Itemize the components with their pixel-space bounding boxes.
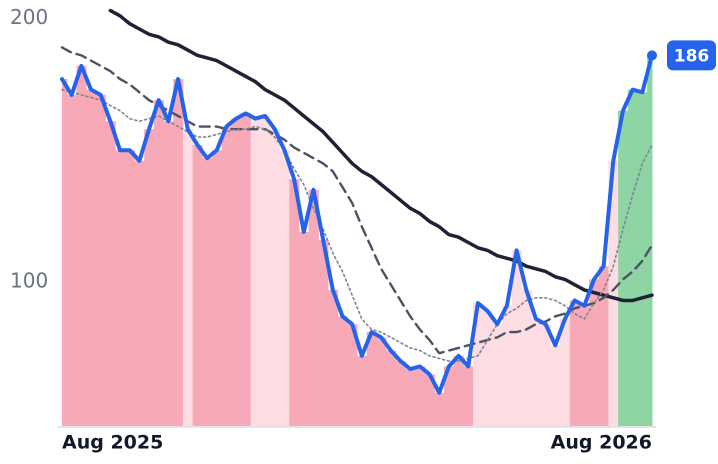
area-bar [134,160,145,428]
area-bar [405,369,416,427]
area-bar [444,366,455,427]
area-bar [589,279,600,427]
area-bar [202,158,213,428]
end-dot [647,50,657,61]
series-line [61,88,653,362]
area-bar [221,126,232,427]
area-bar [560,318,571,427]
area-bar [318,239,329,427]
area-bar [540,324,551,427]
series-line [108,8,654,303]
end-label-box [667,40,716,71]
area-bar [531,318,542,427]
area-bar [95,94,107,427]
area-bar [463,366,474,427]
area-bar [289,179,300,427]
area-bar [231,118,242,427]
end-label: 186 [674,46,710,66]
area-bar [569,300,580,427]
area-bar [347,324,358,427]
area-bar [598,266,609,427]
area-bar [298,231,310,427]
area-bar [357,355,368,427]
area-bar [124,150,136,428]
area-bar [105,121,116,427]
x-tick-label: Aug 2025 [62,432,163,454]
area-bar [337,316,348,427]
area-bar [279,150,290,428]
area-bar [492,324,503,427]
area-bar [482,311,493,427]
area-bar [240,113,252,427]
area-bar [521,289,532,427]
area-bar [386,350,397,427]
area-bar [144,129,155,427]
area-bar [211,150,223,428]
area-bar [250,118,261,427]
y-tick-label: 200 [10,5,48,29]
area-bar [260,115,271,427]
area-bar [424,374,435,427]
y-tick-label: 100 [10,269,48,293]
area-bar [618,110,629,427]
area-bar [76,65,87,427]
area-bar [579,305,590,427]
area-bar [269,129,281,427]
area-bar [173,79,184,428]
area-bar [366,332,377,427]
area-bar [395,361,406,427]
area-bar [637,92,648,428]
area-bar [153,100,165,427]
area-bar [62,79,68,428]
area-bar [327,289,339,427]
area-bar [511,250,522,427]
area-bar [376,337,387,427]
area-bar [627,89,638,428]
area-bar [550,345,561,427]
area-bar [415,366,426,427]
series-line [60,53,654,395]
area-bar [502,305,513,427]
area-bar [308,189,319,427]
area-bar [434,392,445,427]
area-bar [163,121,174,427]
area-bar [453,355,464,427]
area-bar [86,89,97,428]
area-bar [473,303,484,427]
x-tick-label: Aug 2026 [551,432,652,454]
area-bar [192,144,203,428]
area-bar [182,129,194,427]
area-bar [647,55,653,427]
area-bar [66,94,78,427]
area-bar [608,160,619,428]
area-bar [115,150,126,428]
